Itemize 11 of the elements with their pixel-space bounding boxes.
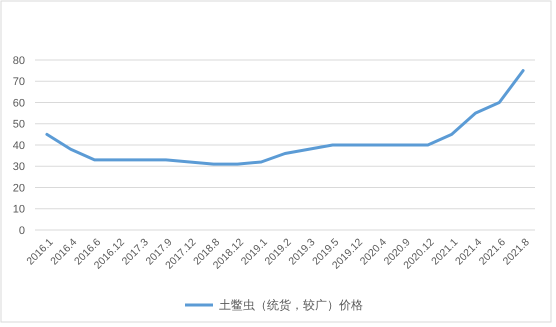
y-tick-label: 70 — [12, 76, 25, 88]
y-tick-label: 60 — [12, 97, 25, 110]
y-tick-label: 30 — [12, 161, 25, 174]
line-series — [45, 69, 525, 166]
y-tick-label: 10 — [12, 204, 25, 216]
y-tick-label: 20 — [12, 182, 25, 194]
y-tick-label: 0 — [18, 224, 25, 237]
y-tick-label: 40 — [12, 140, 25, 152]
legend-label: 土鳖虫（统货，较广）价格 — [219, 298, 363, 312]
y-tick-label: 50 — [12, 118, 25, 131]
y-tick-label: 80 — [12, 54, 25, 67]
